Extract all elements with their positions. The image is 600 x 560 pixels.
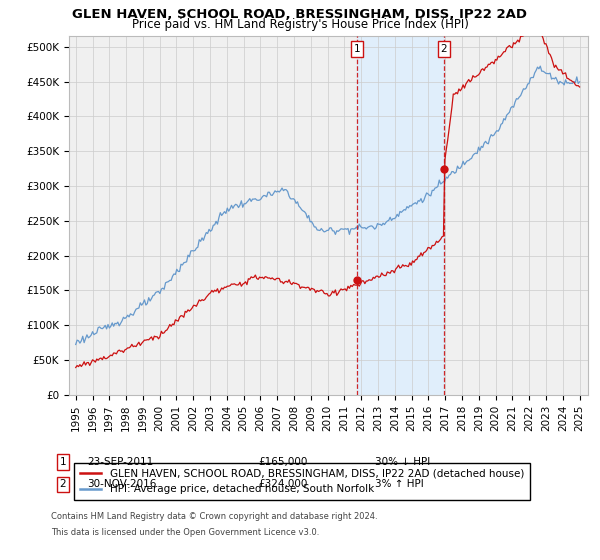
Text: 2: 2 bbox=[59, 479, 67, 489]
Text: 2: 2 bbox=[440, 44, 447, 54]
Text: 30-NOV-2016: 30-NOV-2016 bbox=[87, 479, 157, 489]
Text: £324,000: £324,000 bbox=[258, 479, 307, 489]
Legend: GLEN HAVEN, SCHOOL ROAD, BRESSINGHAM, DISS, IP22 2AD (detached house), HPI: Aver: GLEN HAVEN, SCHOOL ROAD, BRESSINGHAM, DI… bbox=[74, 463, 530, 501]
Text: 30% ↓ HPI: 30% ↓ HPI bbox=[375, 457, 430, 467]
Text: Contains HM Land Registry data © Crown copyright and database right 2024.: Contains HM Land Registry data © Crown c… bbox=[51, 512, 377, 521]
Text: 23-SEP-2011: 23-SEP-2011 bbox=[87, 457, 153, 467]
Text: £165,000: £165,000 bbox=[258, 457, 307, 467]
Text: Price paid vs. HM Land Registry's House Price Index (HPI): Price paid vs. HM Land Registry's House … bbox=[131, 18, 469, 31]
Text: 1: 1 bbox=[59, 457, 67, 467]
Text: 3% ↑ HPI: 3% ↑ HPI bbox=[375, 479, 424, 489]
Text: GLEN HAVEN, SCHOOL ROAD, BRESSINGHAM, DISS, IP22 2AD: GLEN HAVEN, SCHOOL ROAD, BRESSINGHAM, DI… bbox=[73, 8, 527, 21]
Text: This data is licensed under the Open Government Licence v3.0.: This data is licensed under the Open Gov… bbox=[51, 528, 319, 537]
Text: 1: 1 bbox=[353, 44, 360, 54]
